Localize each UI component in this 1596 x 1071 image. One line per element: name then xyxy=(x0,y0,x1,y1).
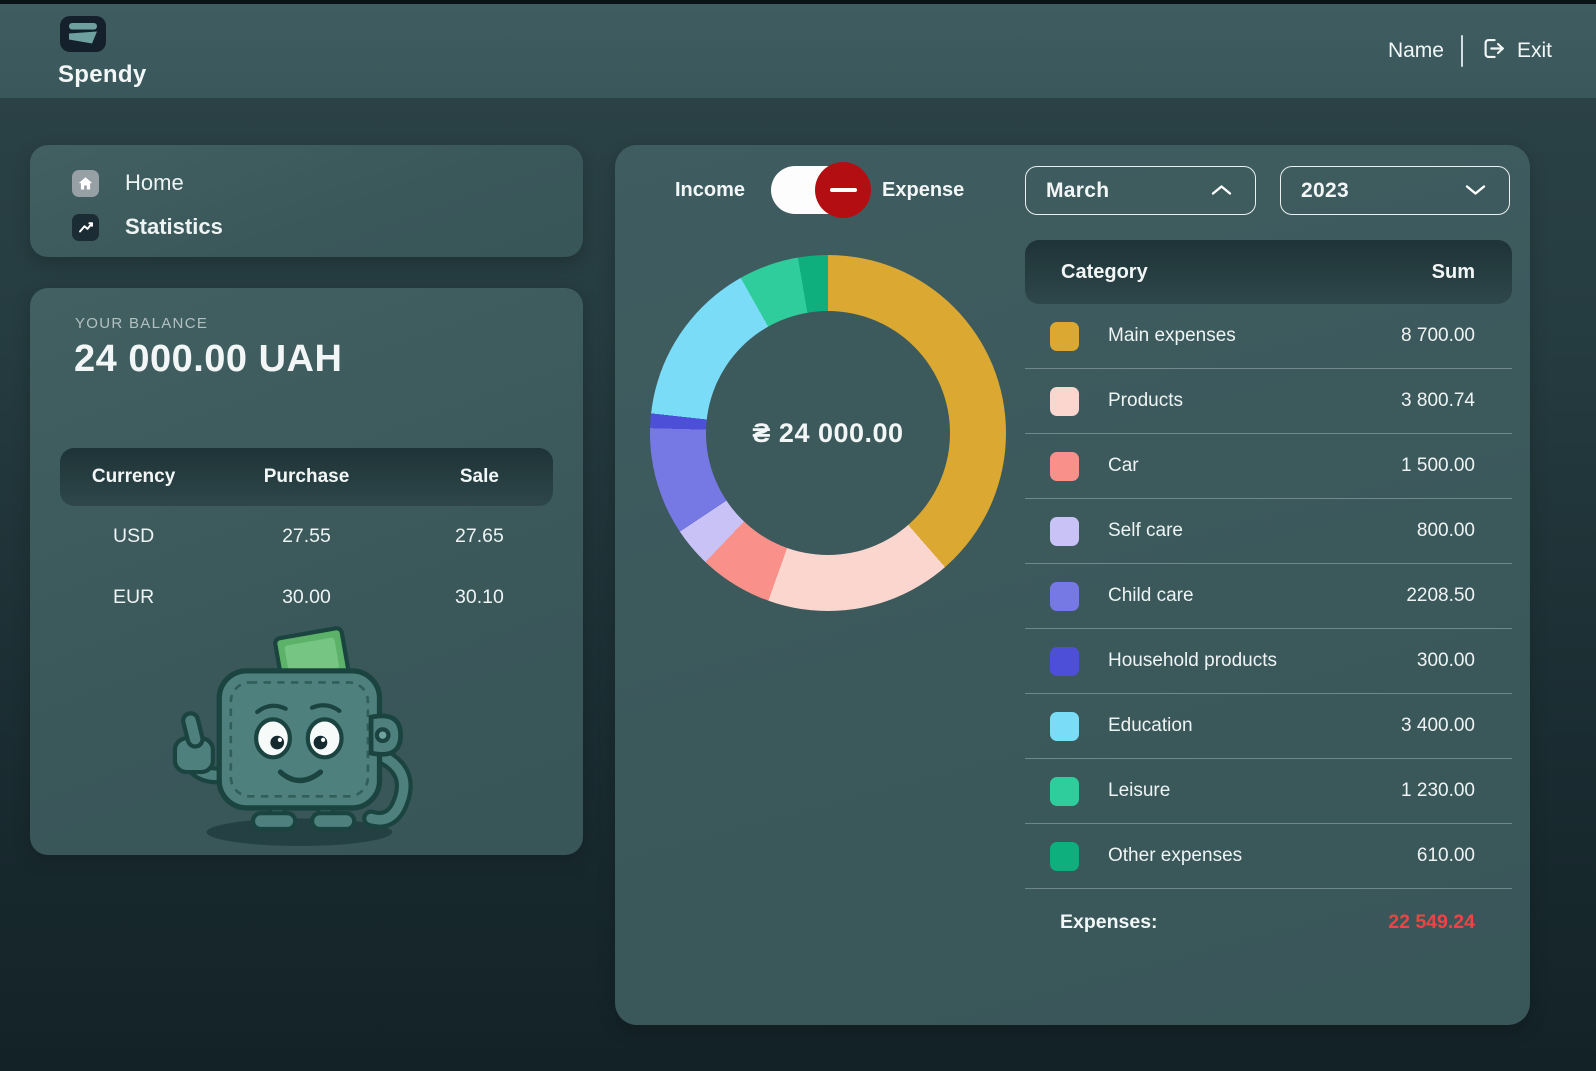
balance-card: YOUR BALANCE 24 000.00 UAH Currency Purc… xyxy=(30,288,583,855)
category-col-header: Category xyxy=(1061,260,1148,283)
header-divider xyxy=(1460,35,1463,67)
category-color-swatch xyxy=(1050,776,1079,806)
minus-icon xyxy=(829,187,857,193)
home-icon xyxy=(72,169,99,197)
category-color-swatch xyxy=(1050,581,1079,611)
currency-col-header: Currency xyxy=(91,466,176,487)
category-color-swatch xyxy=(1050,646,1079,676)
category-table: Category Sum Main expenses 8 700.00 Produc… xyxy=(1025,240,1512,955)
nav-card: Home Statistics xyxy=(30,145,583,257)
donut-center-label: ₴ 24 000.00 xyxy=(752,417,904,448)
category-label: Other expenses xyxy=(1108,845,1243,866)
purchase-col-header: Purchase xyxy=(263,466,350,487)
app-title: Spendy xyxy=(58,60,147,88)
currency-row: USD 27.55 27.65 xyxy=(60,506,553,567)
wallet-mascot-illustration xyxy=(163,616,439,853)
chevron-down-icon xyxy=(1464,179,1487,203)
balance-label: YOUR BALANCE xyxy=(75,315,209,332)
category-sum: 8 700.00 xyxy=(1401,325,1475,346)
category-label: Child care xyxy=(1108,585,1194,606)
income-expense-toggle-group: Income Expense xyxy=(675,162,964,218)
user-name[interactable]: Name xyxy=(1387,39,1444,62)
balance-amount: 24 000.00 UAH xyxy=(74,338,343,380)
category-row: Education 3 400.00 xyxy=(1025,694,1512,759)
currency-cell: 30.00 xyxy=(282,586,331,608)
category-color-swatch xyxy=(1050,451,1079,481)
statistics-icon xyxy=(72,213,99,241)
sum-col-header: Sum xyxy=(1431,260,1475,283)
category-row: Other expenses 610.00 xyxy=(1025,824,1512,889)
category-row: Child care 2208.50 xyxy=(1025,564,1512,629)
category-label: Car xyxy=(1108,455,1139,476)
category-sum: 3 800.74 xyxy=(1401,390,1475,411)
category-color-swatch xyxy=(1050,516,1079,546)
category-label: Self care xyxy=(1108,520,1183,541)
category-row: Leisure 1 230.00 xyxy=(1025,759,1512,824)
category-sum: 2208.50 xyxy=(1406,585,1475,606)
currency-cell: USD xyxy=(112,525,155,547)
currency-cell: 30.10 xyxy=(455,586,504,608)
category-row: Products 3 800.74 xyxy=(1025,369,1512,434)
category-label: Main expenses xyxy=(1108,325,1236,346)
expense-label[interactable]: Expense xyxy=(882,178,965,201)
category-sum: 300.00 xyxy=(1416,650,1475,671)
category-label: Products xyxy=(1108,390,1183,411)
month-dropdown[interactable]: March xyxy=(1025,166,1256,215)
sale-col-header: Sale xyxy=(459,466,499,487)
currency-table-header: Currency Purchase Sale xyxy=(60,448,553,506)
year-dropdown-value: 2023 xyxy=(1301,178,1349,202)
sidebar-item-label: Home xyxy=(125,170,184,195)
exit-button[interactable]: Exit xyxy=(1480,35,1552,68)
expenses-total-value: 22 549.24 xyxy=(1388,910,1475,933)
category-color-swatch xyxy=(1050,386,1079,416)
sidebar-item-home[interactable]: Home xyxy=(72,161,583,205)
category-row: Self care 800.00 xyxy=(1025,499,1512,564)
currency-cell: EUR xyxy=(112,586,155,608)
category-row: Household products 300.00 xyxy=(1025,629,1512,694)
category-color-swatch xyxy=(1050,841,1079,871)
sidebar-item-label: Statistics xyxy=(125,214,223,239)
chevron-up-icon xyxy=(1210,179,1233,203)
expenses-total-label: Expenses: xyxy=(1060,910,1158,933)
category-sum: 800.00 xyxy=(1416,520,1475,541)
category-table-header: Category Sum xyxy=(1025,240,1512,304)
income-label[interactable]: Income xyxy=(675,178,746,201)
currency-table: Currency Purchase Sale USD 27.55 27.65 EUR 3… xyxy=(60,448,553,628)
category-color-swatch xyxy=(1050,321,1079,351)
income-expense-toggle[interactable] xyxy=(771,162,872,218)
category-label: Leisure xyxy=(1108,780,1171,801)
category-label: Household products xyxy=(1108,650,1277,671)
logout-icon xyxy=(1480,35,1507,68)
category-sum: 1 500.00 xyxy=(1401,455,1475,476)
app-logo: Spendy xyxy=(36,14,146,89)
category-row: Car 1 500.00 xyxy=(1025,434,1512,499)
category-color-swatch xyxy=(1050,711,1079,741)
donut-chart: ₴ 24 000.00 xyxy=(650,255,1006,611)
category-sum: 610.00 xyxy=(1416,845,1475,866)
category-sum: 1 230.00 xyxy=(1401,780,1475,801)
exit-label: Exit xyxy=(1516,39,1552,62)
month-dropdown-value: March xyxy=(1046,178,1110,202)
currency-cell: 27.55 xyxy=(282,525,331,547)
wallet-logo-icon xyxy=(58,14,108,59)
app-header: Spendy Name Exit xyxy=(0,4,1596,98)
expenses-total-row: Expenses: 22 549.24 xyxy=(1025,889,1512,955)
toggle-knob[interactable] xyxy=(815,162,872,218)
category-sum: 3 400.00 xyxy=(1401,715,1475,736)
top-strip xyxy=(0,0,1596,4)
currency-cell: 27.65 xyxy=(455,525,504,547)
donut-hole: ₴ 24 000.00 xyxy=(706,311,950,555)
category-row: Main expenses 8 700.00 xyxy=(1025,304,1512,369)
statistics-panel: Income Expense March 2023 ₴ 24 000.00 xyxy=(615,145,1530,1025)
currency-row: EUR 30.00 30.10 xyxy=(60,567,553,628)
category-label: Education xyxy=(1108,715,1193,736)
sidebar-item-statistics[interactable]: Statistics xyxy=(72,205,583,249)
year-dropdown[interactable]: 2023 xyxy=(1280,166,1510,215)
